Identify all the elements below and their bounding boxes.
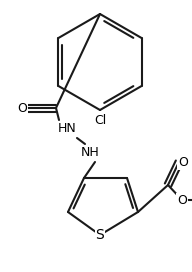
Text: O: O [177,193,187,206]
Text: O: O [178,156,188,168]
Text: O: O [17,101,27,115]
Text: HN: HN [58,122,76,134]
Text: Cl: Cl [94,113,106,126]
Text: NH: NH [81,146,99,159]
Text: S: S [96,228,104,242]
